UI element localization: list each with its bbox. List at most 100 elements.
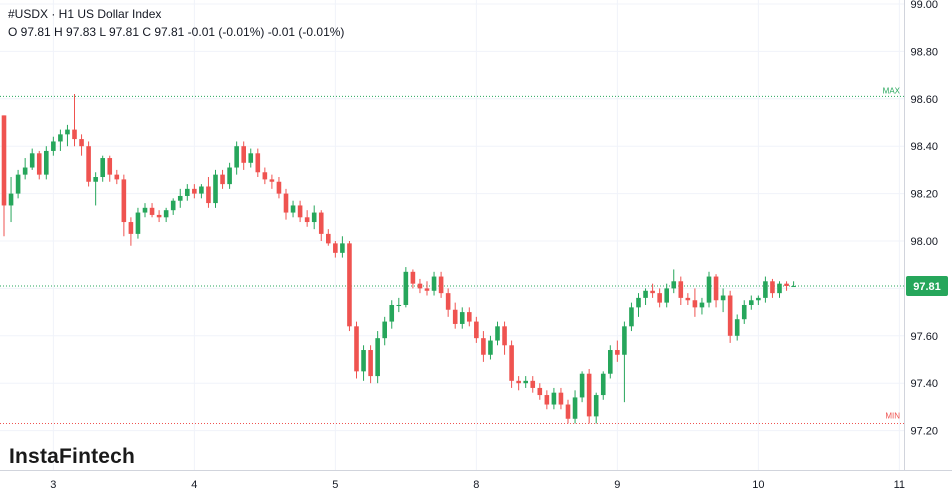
candle-body — [403, 271, 409, 305]
candle-body — [283, 193, 289, 213]
candle-body — [502, 326, 507, 346]
instafintech-logo: InstaFintech — [9, 445, 136, 468]
candle-body — [389, 304, 395, 322]
candle-body — [643, 290, 648, 298]
candle-body — [713, 276, 719, 301]
candle-body — [44, 150, 49, 175]
date-tick-label: 4 — [191, 479, 197, 491]
candle-body — [269, 179, 275, 182]
candle-body — [474, 321, 479, 339]
candle-body — [170, 200, 176, 211]
candle-body — [135, 212, 141, 234]
candle-body — [741, 304, 747, 320]
candle-body — [163, 210, 169, 218]
candle-body — [177, 195, 183, 201]
candle-body — [262, 172, 268, 180]
grid-lines — [0, 0, 904, 470]
candle-body — [615, 350, 620, 355]
candle-body — [185, 188, 190, 196]
candle-body — [354, 326, 359, 372]
candle-body — [608, 350, 613, 374]
candle-body — [340, 243, 345, 253]
candle-body — [720, 295, 726, 301]
candle-body — [452, 309, 458, 324]
candle-body — [424, 288, 430, 291]
candle-body — [79, 139, 84, 147]
candle-body — [749, 300, 754, 305]
candle-body — [220, 174, 225, 185]
candle-body — [467, 312, 472, 322]
candle-body — [396, 304, 402, 306]
candle-body — [664, 288, 669, 303]
candle-body — [36, 153, 42, 175]
candle-body — [777, 283, 782, 294]
candle-body — [699, 302, 705, 308]
price-axis[interactable]: 97.2097.4097.6097.8098.0098.2098.4098.60… — [904, 0, 949, 470]
min-label: MIN — [885, 411, 900, 420]
candle-body — [636, 297, 641, 308]
candle-body — [565, 404, 571, 419]
candle-body — [149, 207, 155, 215]
candle-body — [142, 207, 148, 213]
candle-body — [763, 281, 768, 298]
candle-body — [459, 312, 465, 324]
candle-body — [234, 146, 239, 168]
price-tick-label: 97.60 — [910, 331, 938, 343]
candle-body — [727, 295, 733, 336]
candle-body — [692, 300, 698, 308]
price-tick-label: 97.20 — [910, 426, 938, 438]
date-tick-label: 8 — [473, 479, 479, 491]
candle-body — [558, 392, 564, 405]
candle-body — [438, 276, 444, 294]
candles — [1, 94, 796, 424]
candle-body — [93, 177, 98, 182]
price-tick-label: 99.00 — [910, 0, 938, 11]
candle-body — [199, 186, 204, 194]
candle-body — [290, 205, 296, 213]
candle-body — [29, 153, 35, 168]
candle-body — [530, 380, 536, 388]
last-price-tag — [906, 276, 948, 297]
candle-body — [756, 297, 761, 301]
price-tick-label: 98.60 — [910, 94, 938, 106]
candle-body — [333, 243, 338, 253]
candle-body — [600, 373, 606, 396]
date-tick-label: 3 — [50, 479, 56, 491]
candle-body — [572, 397, 578, 419]
candle-body — [213, 174, 218, 204]
candle-body — [791, 286, 796, 288]
candle-body — [114, 174, 120, 180]
candle-body — [15, 174, 21, 194]
candle-body — [304, 217, 310, 223]
candle-body — [784, 283, 789, 287]
candle-body — [227, 167, 232, 185]
price-tick-label: 98.20 — [910, 189, 938, 201]
time-axis[interactable]: 3 4 5 8 9 10 11 — [0, 470, 952, 492]
candle-body — [297, 205, 303, 218]
candle-body — [706, 276, 712, 303]
candle-body — [417, 283, 423, 289]
candle-body — [311, 212, 317, 223]
date-tick-label: 9 — [614, 479, 620, 491]
reference-lines: MAX MIN — [0, 86, 904, 424]
candle-body — [1, 115, 7, 206]
date-tick-label: 5 — [332, 479, 338, 491]
price-tick-label: 97.40 — [910, 378, 938, 390]
candle-body — [121, 179, 127, 223]
candle-body — [551, 392, 557, 405]
candle-body — [156, 214, 162, 218]
candle-body — [509, 345, 514, 381]
candle-body — [650, 290, 655, 294]
candle-body — [65, 129, 70, 135]
candle-body — [347, 243, 352, 327]
candle-body — [128, 222, 134, 234]
price-tick-label: 98.40 — [910, 141, 938, 153]
candle-body — [671, 281, 677, 289]
candle-body — [770, 281, 775, 294]
candle-body — [495, 326, 500, 341]
candle-body — [241, 146, 246, 163]
candle-body — [276, 181, 282, 194]
price-tick-label: 98.80 — [910, 46, 938, 58]
candle-body — [72, 129, 77, 140]
